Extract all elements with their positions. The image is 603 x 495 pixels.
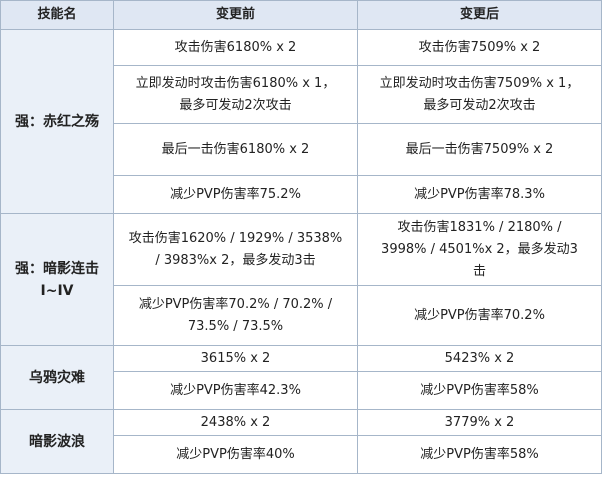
- after-cell: 减少PVP伤害率70.2%: [357, 285, 602, 346]
- before-cell: 减少PVP伤害率75.2%: [113, 175, 358, 214]
- after-cell: 减少PVP伤害率58%: [357, 435, 602, 474]
- before-cell: 减少PVP伤害率42.3%: [113, 371, 358, 410]
- after-cell: 3779% x 2: [357, 409, 602, 436]
- before-cell: 立即发动时攻击伤害6180% x 1， 最多可发动2次攻击: [113, 65, 358, 124]
- after-cell: 立即发动时攻击伤害7509% x 1， 最多可发动2次攻击: [357, 65, 602, 124]
- skill-name-cell: 强：赤红之殇: [0, 29, 114, 214]
- table-row: 减少PVP伤害率70.2% / 70.2% / 73.5% / 73.5% 减少…: [1, 285, 602, 346]
- after-cell: 攻击伤害7509% x 2: [357, 29, 602, 66]
- skill-name-cell: 乌鸦灾难: [0, 345, 114, 410]
- header-after: 变更后: [357, 0, 602, 30]
- after-cell: 减少PVP伤害率78.3%: [357, 175, 602, 214]
- before-cell: 减少PVP伤害率70.2% / 70.2% / 73.5% / 73.5%: [113, 285, 358, 346]
- header-before: 变更前: [113, 0, 358, 30]
- table-row: 强：暗影连击 I~IV 攻击伤害1620% / 1929% / 3538% / …: [0, 213, 602, 346]
- skill-change-table: 技能名 变更前 变更后 强：赤红之殇 攻击伤害6180% x 2 攻击伤害750…: [0, 0, 602, 474]
- skill-name-cell: 强：暗影连击 I~IV: [0, 213, 114, 346]
- before-cell: 减少PVP伤害率40%: [113, 435, 358, 474]
- before-cell: 最后一击伤害6180% x 2: [113, 123, 358, 176]
- table-row: 乌鸦灾难 3615% x 2 5423% x 2: [0, 345, 602, 410]
- before-cell: 3615% x 2: [113, 345, 358, 372]
- before-cell: 攻击伤害1620% / 1929% / 3538% / 3983%x 2，最多发…: [113, 213, 358, 286]
- after-cell: 攻击伤害1831% / 2180% / 3998% / 4501%x 2，最多发…: [357, 213, 602, 286]
- table-row: 强：赤红之殇 攻击伤害6180% x 2 攻击伤害7509% x 2: [0, 29, 602, 214]
- after-cell: 5423% x 2: [357, 345, 602, 372]
- after-cell: 减少PVP伤害率58%: [357, 371, 602, 410]
- table-row: 减少PVP伤害率42.3% 减少PVP伤害率58%: [1, 371, 602, 410]
- before-cell: 2438% x 2: [113, 409, 358, 436]
- skill-name-cell: 暗影波浪: [0, 409, 114, 474]
- table-row: 立即发动时攻击伤害6180% x 1， 最多可发动2次攻击 立即发动时攻击伤害7…: [1, 65, 602, 124]
- table-row: 暗影波浪 2438% x 2 3779% x 2: [0, 409, 602, 474]
- table-row: 减少PVP伤害率40% 减少PVP伤害率58%: [1, 435, 602, 474]
- table-row: 减少PVP伤害率75.2% 减少PVP伤害率78.3%: [1, 175, 602, 214]
- table-row: 最后一击伤害6180% x 2 最后一击伤害7509% x 2: [1, 123, 602, 176]
- before-cell: 攻击伤害6180% x 2: [113, 29, 358, 66]
- header-skill-name: 技能名: [0, 0, 114, 30]
- after-cell: 最后一击伤害7509% x 2: [357, 123, 602, 176]
- header-row: 技能名 变更前 变更后: [0, 0, 602, 30]
